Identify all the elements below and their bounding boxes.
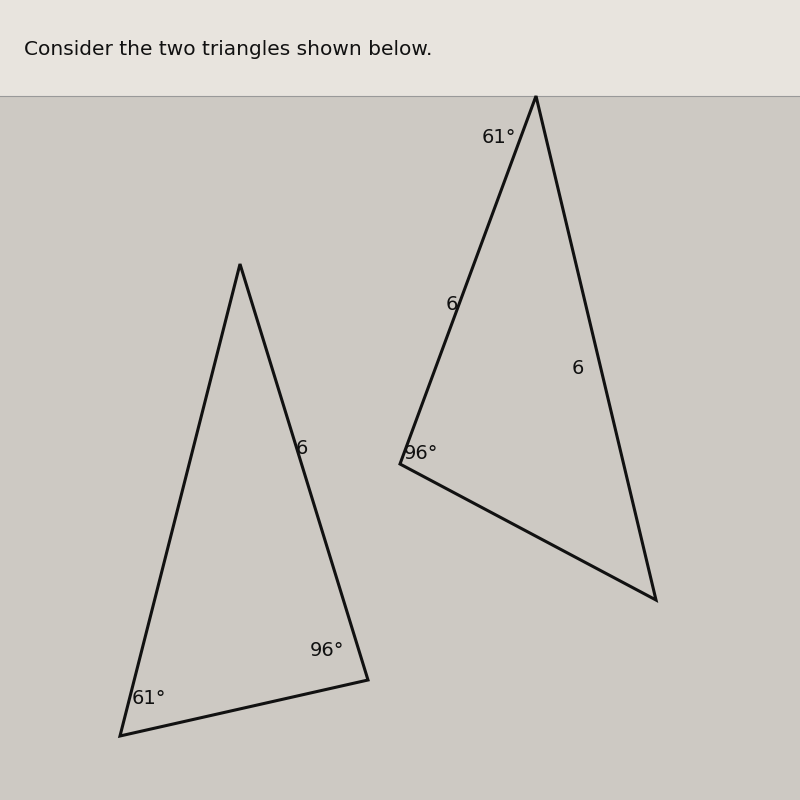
Text: 96°: 96° (404, 444, 438, 463)
Bar (0, 0, 800, 96)
Text: 6: 6 (446, 294, 458, 314)
Text: 61°: 61° (482, 128, 516, 147)
Text: 96°: 96° (310, 641, 344, 660)
Text: 61°: 61° (132, 689, 166, 708)
Text: Consider the two triangles shown below.: Consider the two triangles shown below. (24, 40, 432, 59)
Text: 6: 6 (296, 438, 308, 458)
Text: 6: 6 (572, 358, 584, 378)
